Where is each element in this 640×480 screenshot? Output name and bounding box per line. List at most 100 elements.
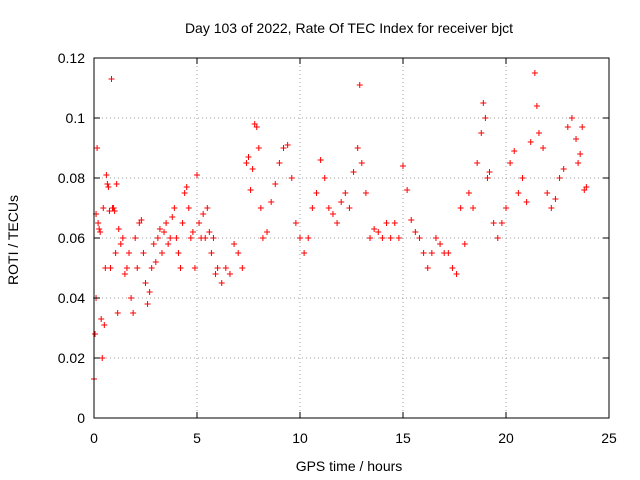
data-point: [503, 205, 509, 211]
data-point: [387, 235, 394, 241]
data-point: [253, 124, 260, 130]
data-point: [379, 235, 386, 241]
data-point: [292, 220, 299, 226]
data-point: [498, 220, 505, 226]
data-point: [280, 145, 287, 151]
data-point: [107, 265, 114, 271]
data-point: [457, 205, 464, 211]
y-tick-label: 0: [77, 410, 85, 426]
data-point: [272, 181, 279, 187]
y-axis-label: ROTI / TECUs: [5, 195, 21, 285]
data-point: [533, 103, 540, 109]
data-point: [208, 250, 215, 256]
data-point: [161, 229, 168, 235]
data-point: [484, 175, 491, 181]
data-point: [177, 265, 184, 271]
data-point: [97, 229, 104, 235]
data-point: [470, 205, 477, 211]
data-point: [482, 115, 489, 121]
data-point: [167, 235, 174, 241]
data-point: [367, 235, 374, 241]
data-point: [243, 160, 250, 166]
data-point: [152, 259, 159, 265]
data-point: [309, 205, 316, 211]
data-point: [583, 184, 590, 190]
data-points: [91, 70, 590, 382]
data-point: [239, 265, 246, 271]
data-point: [507, 160, 514, 166]
x-tick-labels: 0 5 10 15 20 25: [90, 430, 617, 446]
data-point: [556, 175, 563, 181]
y-tick-label: 0.08: [58, 170, 85, 186]
data-point: [325, 205, 332, 211]
axis-ticks: [93, 57, 610, 419]
data-point: [102, 265, 109, 271]
x-tick-label: 5: [193, 430, 201, 446]
data-point: [424, 265, 431, 271]
data-point: [383, 220, 390, 226]
data-point: [165, 241, 172, 247]
x-tick-label: 25: [601, 430, 617, 446]
data-point: [358, 160, 365, 166]
data-point: [105, 184, 112, 190]
data-point: [101, 322, 108, 328]
data-point: [449, 265, 456, 271]
data-point: [478, 130, 485, 136]
data-point: [321, 175, 328, 181]
data-point: [297, 235, 303, 241]
data-point: [132, 235, 139, 241]
data-point: [453, 271, 460, 277]
data-point: [163, 220, 170, 226]
y-tick-labels: 0 0.02 0.04 0.06 0.08 0.1 0.12: [58, 50, 85, 426]
data-point: [187, 235, 194, 241]
data-point: [511, 148, 518, 154]
data-point: [375, 229, 382, 235]
data-point: [114, 310, 121, 316]
data-point: [288, 175, 295, 181]
data-point: [305, 235, 312, 241]
data-point: [486, 169, 493, 175]
data-point: [490, 220, 497, 226]
y-tick-label: 0.12: [58, 50, 85, 66]
data-point: [531, 70, 538, 76]
data-point: [284, 142, 291, 148]
data-point: [437, 241, 444, 247]
data-point: [231, 241, 238, 247]
data-point: [350, 169, 357, 175]
data-point: [117, 241, 124, 247]
data-point: [408, 217, 415, 223]
data-point: [568, 115, 575, 121]
data-point: [119, 235, 126, 241]
data-point: [465, 190, 472, 196]
chart-title: Day 103 of 2022, Rate Of TEC Index for r…: [185, 20, 513, 36]
data-point: [255, 145, 262, 151]
data-point: [338, 199, 345, 205]
data-point: [354, 145, 361, 151]
data-point: [171, 205, 178, 211]
data-point: [150, 241, 157, 247]
data-point: [106, 208, 113, 214]
data-point: [218, 280, 225, 286]
data-point: [144, 301, 151, 307]
data-point: [183, 184, 190, 190]
data-point: [301, 250, 308, 256]
data-point: [371, 226, 378, 232]
data-point: [138, 217, 145, 223]
data-point: [123, 265, 130, 271]
data-point: [276, 160, 283, 166]
data-point: [140, 250, 147, 256]
data-point: [247, 187, 254, 193]
data-point: [179, 220, 186, 226]
data-point: [194, 172, 200, 178]
data-point: [112, 250, 119, 256]
data-point: [564, 124, 571, 130]
x-axis-label: GPS time / hours: [296, 458, 403, 474]
data-point: [99, 355, 106, 361]
data-point: [461, 241, 468, 247]
data-point: [268, 199, 275, 205]
data-point: [121, 271, 128, 277]
data-point: [113, 181, 120, 187]
data-point: [329, 211, 336, 217]
data-point: [575, 160, 582, 166]
